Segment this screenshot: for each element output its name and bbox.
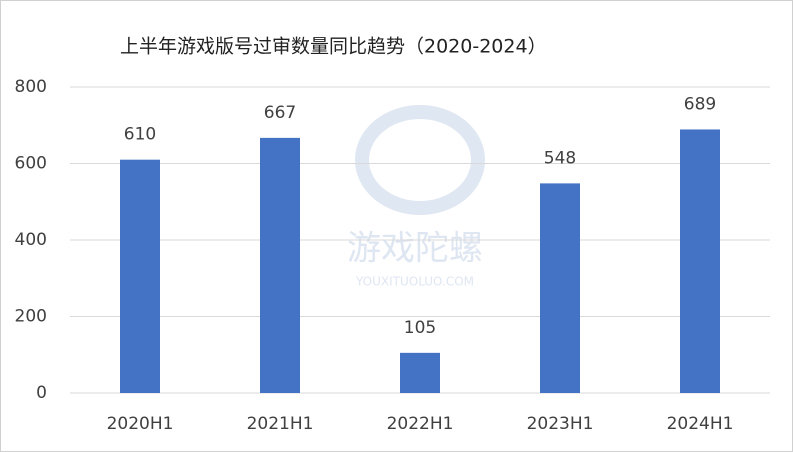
bar bbox=[260, 137, 300, 393]
y-tick-label: 0 bbox=[36, 383, 47, 403]
y-tick-label: 600 bbox=[15, 154, 47, 174]
watermark-subtext: YOUXITUOLUO.COM bbox=[355, 275, 474, 289]
data-label: 689 bbox=[684, 94, 716, 114]
x-tick-label: 2020H1 bbox=[107, 414, 174, 434]
bar bbox=[540, 183, 580, 393]
chart-title: 上半年游戏版号过审数量同比趋势（2020-2024） bbox=[120, 36, 547, 58]
x-tick-label: 2021H1 bbox=[247, 414, 314, 434]
y-tick-label: 400 bbox=[15, 230, 47, 250]
data-label: 667 bbox=[264, 103, 296, 123]
y-tick-label: 200 bbox=[15, 307, 47, 327]
data-label: 548 bbox=[544, 148, 576, 168]
x-tick-label: 2023H1 bbox=[527, 414, 594, 434]
y-tick-label: 800 bbox=[15, 77, 47, 97]
watermark-logo bbox=[355, 105, 485, 215]
x-tick-label: 2024H1 bbox=[667, 414, 734, 434]
data-label: 105 bbox=[404, 318, 436, 338]
data-label: 610 bbox=[124, 125, 156, 145]
watermark-text: 游戏陀螺 bbox=[347, 229, 483, 269]
bar bbox=[400, 352, 440, 393]
bar bbox=[680, 129, 720, 393]
x-tick-label: 2022H1 bbox=[387, 414, 454, 434]
bar bbox=[120, 159, 160, 393]
watermark: 游戏陀螺 YOUXITUOLUO.COM bbox=[347, 105, 485, 289]
